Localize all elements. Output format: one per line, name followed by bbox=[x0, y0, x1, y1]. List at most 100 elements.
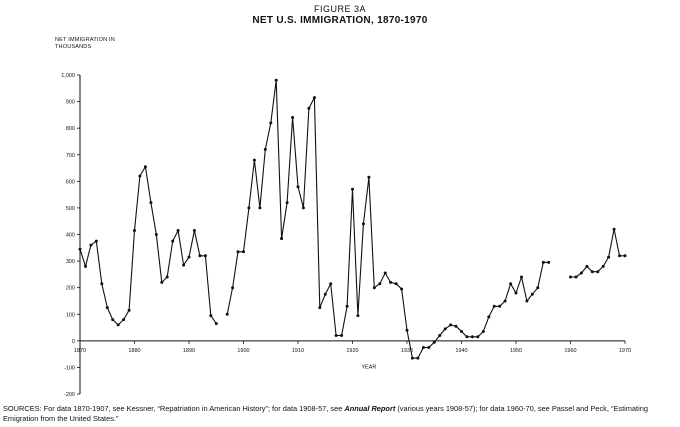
data-point bbox=[547, 260, 551, 264]
data-point bbox=[514, 291, 518, 295]
data-point bbox=[536, 286, 540, 290]
y-axis-label: NET IMMIGRATION IN THOUSANDS bbox=[55, 37, 115, 50]
x-tick-label: 1930 bbox=[401, 348, 413, 354]
data-point bbox=[329, 282, 333, 286]
data-point bbox=[133, 229, 136, 232]
sources-note: SOURCES: For data 1870-1907, see Kessner… bbox=[3, 404, 679, 424]
data-point bbox=[476, 335, 480, 339]
y-tick-label: 700 bbox=[66, 153, 75, 159]
data-point bbox=[263, 147, 267, 151]
data-point bbox=[416, 356, 420, 360]
data-point bbox=[78, 247, 82, 251]
data-point bbox=[378, 282, 382, 286]
data-point bbox=[389, 280, 393, 284]
data-point bbox=[503, 299, 507, 303]
data-point bbox=[296, 185, 300, 189]
data-point bbox=[231, 286, 235, 290]
data-point bbox=[487, 315, 491, 319]
data-point bbox=[356, 314, 360, 318]
data-point bbox=[361, 222, 365, 226]
data-point bbox=[596, 270, 600, 274]
data-point bbox=[492, 304, 496, 308]
data-point bbox=[225, 312, 229, 316]
sources-report-title: Annual Report bbox=[344, 404, 396, 413]
data-point bbox=[203, 254, 207, 258]
data-point bbox=[274, 78, 278, 82]
data-point bbox=[252, 158, 256, 162]
data-point bbox=[149, 201, 153, 205]
x-tick-label: 1900 bbox=[237, 348, 249, 354]
x-tick-label: 1970 bbox=[619, 348, 631, 354]
data-point bbox=[585, 264, 589, 268]
data-point bbox=[449, 323, 453, 327]
data-point bbox=[465, 335, 469, 339]
chart-title: NET U.S. IMMIGRATION, 1870-1970 bbox=[252, 15, 428, 26]
data-point bbox=[160, 280, 164, 284]
data-point bbox=[509, 282, 513, 286]
data-point bbox=[372, 286, 376, 290]
series-line-segment bbox=[226, 79, 283, 315]
data-point bbox=[410, 356, 414, 360]
x-tick-label: 1910 bbox=[292, 348, 304, 354]
data-point bbox=[541, 260, 545, 264]
data-point bbox=[498, 304, 502, 308]
figure-label: FIGURE 3A bbox=[313, 4, 366, 14]
data-point bbox=[334, 334, 338, 337]
x-tick-label: 1940 bbox=[455, 348, 467, 354]
data-point bbox=[323, 292, 327, 296]
data-point bbox=[198, 254, 202, 258]
data-point bbox=[454, 324, 458, 328]
y-tick-label: 300 bbox=[66, 259, 75, 265]
data-point bbox=[127, 308, 131, 312]
data-point bbox=[612, 227, 616, 231]
data-point bbox=[400, 287, 404, 291]
data-point bbox=[236, 250, 240, 254]
data-point bbox=[438, 334, 442, 337]
y-tick-label: 600 bbox=[66, 179, 75, 185]
data-point bbox=[312, 96, 316, 100]
y-tick-label: 100 bbox=[66, 312, 75, 318]
data-point bbox=[301, 206, 305, 210]
chart-axes: 1,000 900 800 700 600 500 400 300 200 100 0 -100 -20… bbox=[61, 73, 631, 398]
data-point bbox=[280, 237, 284, 240]
line-chart: 1,000 900 800 700 600 500 400 300 200 100 0 -100 -20… bbox=[61, 73, 631, 398]
data-point bbox=[607, 255, 611, 259]
data-point bbox=[530, 292, 534, 296]
data-point bbox=[601, 264, 605, 268]
y-tick-label: 500 bbox=[66, 206, 75, 212]
data-point bbox=[351, 187, 354, 191]
sources-text-prefix: SOURCES: For data 1870-1907, see Kessner… bbox=[3, 404, 345, 413]
data-point bbox=[100, 282, 104, 286]
sources-text-suffix: (various years 1908-57); for data 1960-7… bbox=[3, 404, 648, 423]
data-point bbox=[481, 330, 485, 333]
data-point bbox=[105, 306, 109, 310]
data-point bbox=[182, 263, 186, 267]
data-point bbox=[623, 254, 627, 258]
data-point bbox=[405, 328, 409, 332]
data-point bbox=[345, 304, 349, 308]
data-point bbox=[84, 264, 87, 268]
data-point bbox=[138, 174, 142, 178]
data-point bbox=[165, 275, 169, 279]
x-tick-label: 1920 bbox=[346, 348, 358, 354]
data-point bbox=[214, 322, 218, 326]
data-point bbox=[187, 255, 191, 259]
data-point bbox=[590, 270, 594, 274]
x-tick-label: 1950 bbox=[510, 348, 522, 354]
series-line-segment bbox=[281, 97, 549, 359]
y-tick-label: 200 bbox=[66, 286, 75, 292]
data-point bbox=[394, 282, 398, 286]
data-point bbox=[574, 275, 578, 279]
x-tick-label: 1880 bbox=[128, 348, 140, 354]
data-point bbox=[569, 275, 572, 279]
data-point bbox=[318, 306, 322, 310]
data-point bbox=[432, 340, 436, 344]
data-point bbox=[111, 318, 115, 322]
data-point bbox=[367, 175, 371, 179]
data-point bbox=[443, 327, 447, 331]
data-point bbox=[269, 121, 273, 125]
y-tick-label: -100 bbox=[64, 365, 75, 371]
y-tick-label: 400 bbox=[66, 233, 75, 239]
data-point bbox=[192, 229, 196, 232]
data-point bbox=[116, 323, 120, 327]
